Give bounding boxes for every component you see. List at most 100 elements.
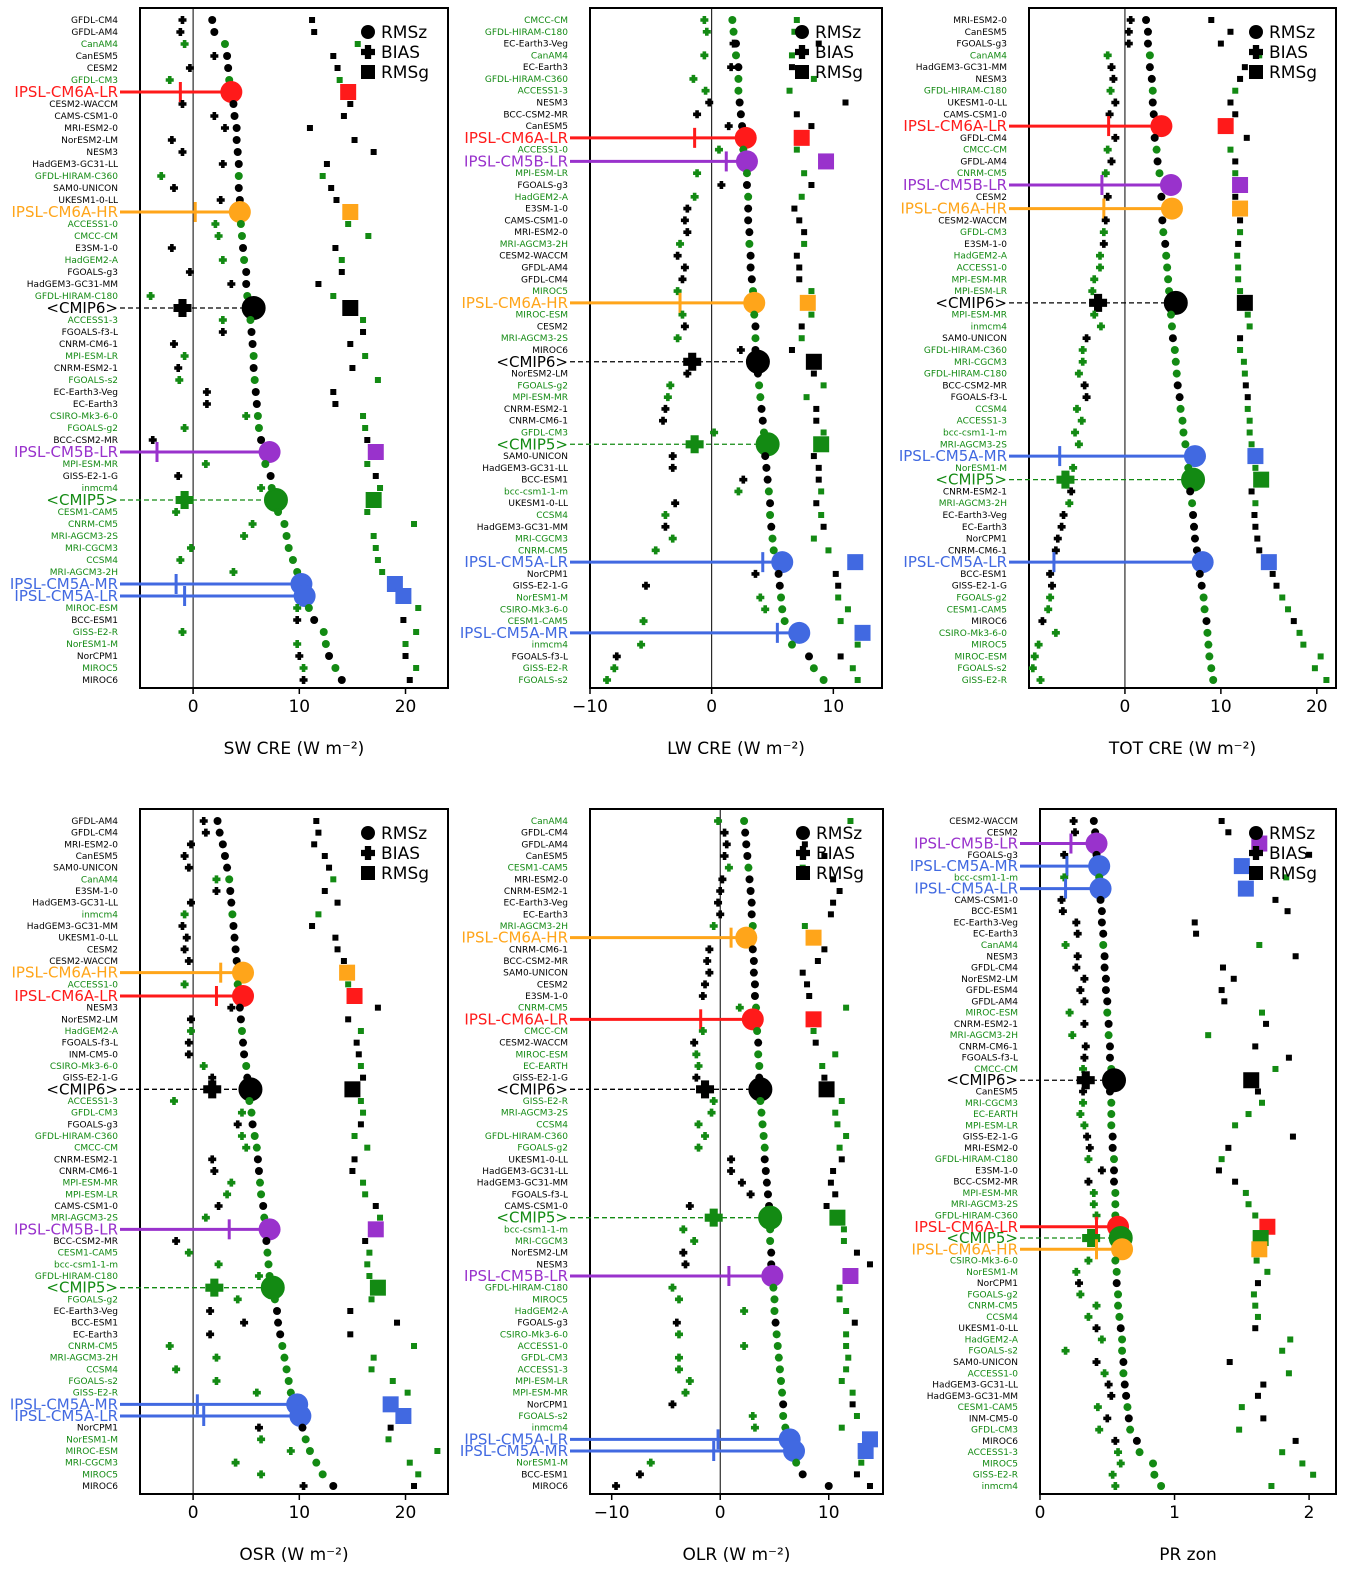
bias-marker <box>184 1248 193 1257</box>
bias-marker <box>683 369 692 378</box>
model-label: NorCPM1 <box>966 535 1007 545</box>
rmsg-marker <box>379 569 386 575</box>
rmsg-marker <box>347 341 354 347</box>
bias-marker <box>1085 1143 1094 1152</box>
bias-marker <box>674 1353 683 1362</box>
x-tick-label: 2 <box>1304 1503 1315 1523</box>
bias-marker <box>186 1015 195 1024</box>
rmsz-marker <box>1163 290 1188 315</box>
rmsg-marker <box>1279 1449 1286 1456</box>
rmsz-marker <box>1172 369 1181 378</box>
rmsg-marker <box>838 1424 845 1431</box>
model-label: CESM2 <box>537 322 568 332</box>
rmsz-marker <box>245 1097 254 1105</box>
rmsg-marker <box>1252 464 1259 471</box>
rmsz-marker <box>744 216 753 225</box>
bias-marker <box>668 452 677 461</box>
bias-marker <box>651 546 660 555</box>
model-label: MRI-AGCM3-2S <box>501 334 568 344</box>
bias-marker <box>165 76 174 84</box>
model-label: MRI-CGCM3 <box>65 1459 118 1469</box>
rmsg-marker <box>1284 908 1291 915</box>
bias-marker <box>178 148 187 156</box>
model-label: ACCESS1-0 <box>518 146 569 156</box>
bias-marker <box>641 581 650 590</box>
rmsz-marker <box>226 887 235 895</box>
rmsz-marker <box>1132 1436 1141 1445</box>
rmsg-marker <box>339 964 356 981</box>
axes-frame <box>589 808 884 1495</box>
bias-marker <box>1058 907 1067 916</box>
model-label: MPI-ESM-LR <box>965 1121 1018 1131</box>
bias-marker <box>666 381 675 390</box>
rmsg-marker <box>1279 1347 1286 1354</box>
model-label: CESM2-WACCM <box>49 957 118 967</box>
rmsg-marker <box>830 876 837 883</box>
rmsg-marker <box>1218 987 1225 994</box>
rmsz-marker <box>276 1330 285 1339</box>
bias-marker <box>702 27 711 36</box>
model-label: CAMS-CSM1-0 <box>943 110 1007 120</box>
bias-marker <box>210 112 219 120</box>
rmsz-marker <box>1126 1425 1135 1434</box>
rmsg-marker <box>336 77 343 83</box>
bias-marker <box>1074 369 1083 378</box>
model-label: GFDL-CM3 <box>960 228 1007 238</box>
rmsg-marker <box>1251 512 1258 518</box>
bias-marker <box>740 1342 749 1350</box>
bias-marker <box>698 1027 707 1035</box>
bias-marker <box>212 1353 221 1362</box>
model-label: ACCESS1-0 <box>518 1342 569 1352</box>
rmsz-marker <box>749 968 758 977</box>
bias-marker <box>1071 428 1080 437</box>
rmsg-marker <box>857 1443 874 1459</box>
rmsg-marker <box>411 521 418 527</box>
rmsg-marker <box>1285 606 1292 613</box>
model-label: UKESM1-0-LL <box>958 1324 1018 1334</box>
rmsg-marker <box>1253 471 1270 488</box>
bias-marker <box>184 1038 193 1047</box>
bias-marker <box>727 1155 736 1164</box>
bias-marker <box>1096 322 1105 331</box>
model-label: BCC-ESM1 <box>521 476 568 486</box>
x-axis-label: OLR (W m⁻²) <box>683 1545 791 1565</box>
bias-marker <box>716 887 725 895</box>
rmsg-marker <box>1292 1437 1299 1444</box>
bias-marker <box>1028 664 1037 673</box>
bias-marker <box>178 628 187 636</box>
bias-marker <box>293 604 302 612</box>
model-label: EC-Earth3-Veg <box>503 40 568 50</box>
model-label: CNRM-ESM2-1 <box>504 405 568 415</box>
model-label: FGOALS-s2 <box>68 376 118 386</box>
rmsz-marker <box>280 520 289 528</box>
bias-marker <box>1076 986 1085 995</box>
model-label: <CMIP5> <box>496 435 568 453</box>
rmsg-marker <box>365 492 382 508</box>
model-label: MRI-CGCM3 <box>965 1099 1018 1109</box>
rmsz-marker <box>757 404 766 413</box>
bias-marker <box>1107 1391 1116 1400</box>
legend-bias-label: BIAS <box>1269 844 1308 864</box>
bias-marker <box>167 136 176 144</box>
x-axis-label: OSR (W m⁻²) <box>239 1545 348 1565</box>
bias-marker <box>1095 251 1104 260</box>
rmsg-marker <box>1248 488 1255 495</box>
rmsz-marker <box>208 16 217 24</box>
bias-marker <box>1070 828 1079 837</box>
rmsg-marker <box>1269 570 1276 577</box>
rmsg-marker <box>394 1319 401 1326</box>
rmsg-marker <box>351 1156 358 1163</box>
rmsz-marker <box>331 664 340 672</box>
model-label: IPSL-CM5A-MR <box>460 624 568 642</box>
model-label: INM-CM5-0 <box>969 1414 1018 1424</box>
rmsg-marker <box>1237 229 1244 236</box>
model-label: CNRM-CM6-1 <box>948 546 1007 556</box>
rmsg-marker <box>827 911 834 918</box>
bias-marker <box>1069 463 1078 472</box>
rmsz-marker <box>1163 263 1172 272</box>
rmsz-marker <box>747 275 756 284</box>
bias-marker <box>1088 287 1097 296</box>
model-label: FGOALS-g2 <box>956 594 1007 604</box>
rmsg-marker <box>843 1133 850 1139</box>
